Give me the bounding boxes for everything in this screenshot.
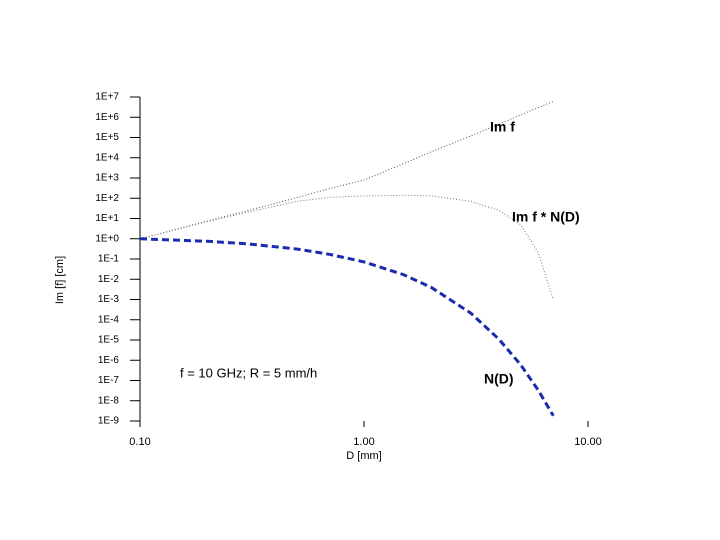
- y-tick-label: 1E+0: [95, 233, 119, 244]
- y-tick-label: 1E-7: [98, 375, 120, 386]
- y-tick-label: 1E-9: [98, 416, 120, 427]
- x-tick-label: 10.00: [574, 436, 602, 448]
- y-tick-label: 1E+7: [95, 92, 119, 103]
- y-tick-label: 1E+6: [95, 112, 119, 123]
- y-tick-label: 1E-3: [98, 294, 120, 305]
- y-tick-label: 1E+5: [95, 132, 119, 143]
- y-tick-label: 1E-6: [98, 355, 120, 366]
- series-line: [139, 237, 555, 417]
- y-tick-label: 1E+1: [95, 213, 119, 224]
- y-tick-label: 1E-8: [98, 395, 120, 406]
- series-label: Im f * N(D): [512, 209, 580, 225]
- x-tick-label: 0.10: [129, 436, 150, 448]
- y-tick-label: 1E-4: [98, 314, 120, 325]
- series-label: N(D): [484, 371, 514, 387]
- y-tick-label: 1E+2: [95, 193, 119, 204]
- y-axis-label: Im [f] [cm]: [54, 256, 66, 304]
- y-tick-label: 1E-5: [98, 335, 120, 346]
- series-line: [139, 194, 554, 300]
- y-tick-label: 1E-2: [98, 274, 120, 285]
- x-tick-label: 1.00: [353, 436, 374, 448]
- annotation: f = 10 GHz; R = 5 mm/h: [180, 365, 317, 380]
- x-axis-label: D [mm]: [346, 450, 381, 462]
- y-tick-label: 1E+3: [95, 173, 119, 184]
- y-tick-label: 1E-1: [98, 254, 120, 265]
- y-tick-label: 1E+4: [95, 152, 119, 163]
- series-label: Im f: [490, 119, 515, 135]
